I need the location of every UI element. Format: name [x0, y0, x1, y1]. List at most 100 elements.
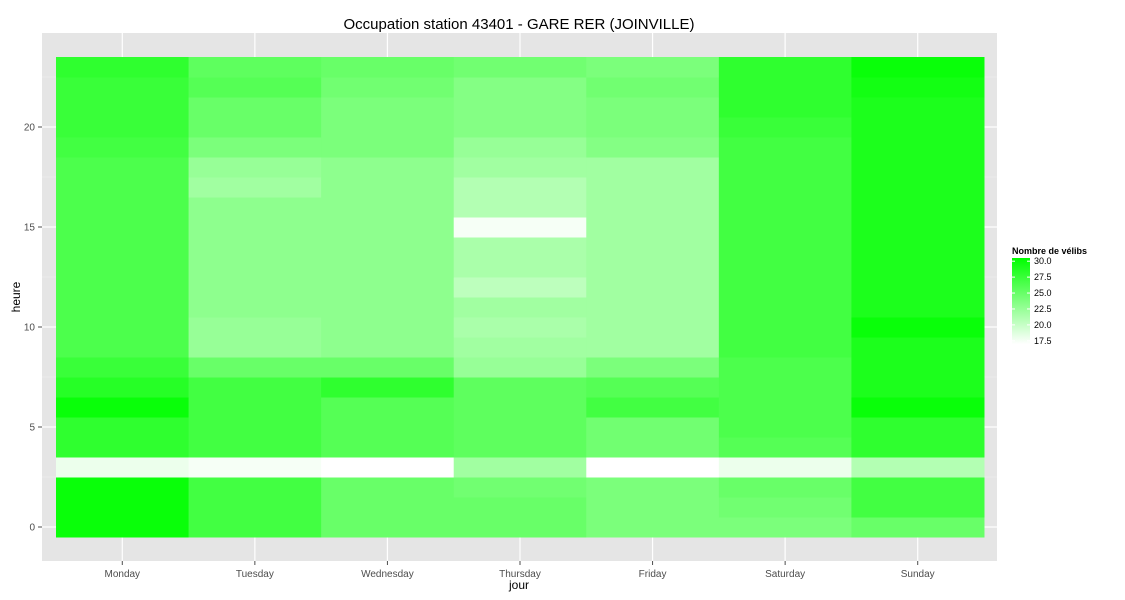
heatmap-cell	[851, 477, 985, 498]
heatmap-cell	[586, 77, 720, 98]
y-tick-label: 0	[29, 523, 35, 534]
heatmap-cell	[188, 497, 322, 518]
heatmap-cell	[718, 97, 852, 118]
heatmap-cell	[718, 357, 852, 378]
heatmap-cell	[851, 257, 985, 278]
x-axis: Monday Tuesday Wednesday Thursday Friday Satu…	[104, 561, 935, 580]
heatmap-cell	[453, 517, 587, 538]
legend-label: 25.0	[1034, 288, 1052, 298]
heatmap-cell	[586, 97, 720, 118]
heatmap-cell	[56, 117, 190, 138]
x-tick-label: Wednesday	[361, 569, 414, 580]
heatmap-cell	[453, 197, 587, 218]
heatmap-cell	[453, 237, 587, 258]
heatmap-cell	[56, 437, 190, 458]
legend-label: 22.5	[1034, 304, 1052, 314]
heatmap-cell	[453, 217, 587, 238]
heatmap-cell	[453, 357, 587, 378]
heatmap-cell	[718, 177, 852, 198]
heatmap-cell	[321, 417, 455, 438]
heatmap-cell	[586, 357, 720, 378]
heatmap-cell	[188, 397, 322, 418]
heatmap-cell	[718, 137, 852, 158]
heatmap-cell	[56, 457, 190, 478]
heatmap-cell	[851, 77, 985, 98]
heatmap-cell	[453, 317, 587, 338]
heatmap-cell	[586, 217, 720, 238]
heatmap-cell	[56, 297, 190, 318]
x-tick-label: Sunday	[901, 569, 935, 580]
heatmap-cell	[453, 377, 587, 398]
heatmap-cell	[851, 377, 985, 398]
heatmap-cell	[718, 337, 852, 358]
heatmap-cell	[321, 57, 455, 78]
heatmap-cell	[718, 297, 852, 318]
heatmap-cell	[453, 177, 587, 198]
heatmap-cell	[851, 117, 985, 138]
heatmap-cell	[321, 497, 455, 518]
heatmap-cell	[718, 277, 852, 298]
heatmap-cell	[586, 317, 720, 338]
x-axis-title: jour	[508, 578, 529, 592]
heatmap-cell	[56, 477, 190, 498]
legend-label: 17.5	[1034, 336, 1052, 346]
heatmap-cell	[453, 397, 587, 418]
heatmap-cell	[188, 257, 322, 278]
heatmap-cell	[453, 297, 587, 318]
heatmap-cell	[586, 457, 720, 478]
heatmap-cell	[188, 417, 322, 438]
heatmap-cell	[188, 217, 322, 238]
heatmap-cell	[851, 237, 985, 258]
legend-color-bar	[1012, 258, 1030, 344]
legend-label: 30.0	[1034, 256, 1052, 266]
heatmap-cells	[56, 57, 985, 538]
heatmap-cell	[851, 157, 985, 178]
heatmap-cell	[718, 477, 852, 498]
heatmap-cell	[718, 157, 852, 178]
heatmap-cell	[586, 397, 720, 418]
heatmap-cell	[188, 117, 322, 138]
heatmap-cell	[188, 57, 322, 78]
heatmap-cell	[851, 417, 985, 438]
heatmap-cell	[188, 457, 322, 478]
heatmap-cell	[321, 477, 455, 498]
heatmap-cell	[188, 157, 322, 178]
heatmap-cell	[188, 357, 322, 378]
heatmap-cell	[586, 57, 720, 78]
heatmap-cell	[851, 337, 985, 358]
heatmap-cell	[718, 397, 852, 418]
heatmap-cell	[321, 457, 455, 478]
heatmap-cell	[321, 257, 455, 278]
heatmap-cell	[321, 237, 455, 258]
heatmap-cell	[188, 97, 322, 118]
heatmap-cell	[321, 177, 455, 198]
x-tick-label: Friday	[639, 569, 667, 580]
heatmap-cell	[188, 297, 322, 318]
heatmap-cell	[586, 197, 720, 218]
x-tick-label: Monday	[104, 569, 140, 580]
heatmap-cell	[321, 437, 455, 458]
heatmap-cell	[321, 137, 455, 158]
y-tick-label: 15	[24, 223, 36, 234]
heatmap-cell	[718, 237, 852, 258]
heatmap-cell	[56, 77, 190, 98]
heatmap-cell	[56, 417, 190, 438]
heatmap-cell	[188, 137, 322, 158]
heatmap-cell	[321, 377, 455, 398]
heatmap-cell	[453, 257, 587, 278]
heatmap-cell	[453, 137, 587, 158]
heatmap-cell	[718, 77, 852, 98]
heatmap-cell	[56, 197, 190, 218]
heatmap-cell	[851, 437, 985, 458]
heatmap-cell	[321, 297, 455, 318]
heatmap-cell	[56, 177, 190, 198]
heatmap-cell	[851, 397, 985, 418]
heatmap-cell	[851, 457, 985, 478]
heatmap-cell	[56, 237, 190, 258]
heatmap-cell	[851, 137, 985, 158]
heatmap-cell	[718, 457, 852, 478]
heatmap-cell	[188, 517, 322, 538]
heatmap-cell	[56, 397, 190, 418]
heatmap-cell	[851, 497, 985, 518]
heatmap-cell	[56, 217, 190, 238]
